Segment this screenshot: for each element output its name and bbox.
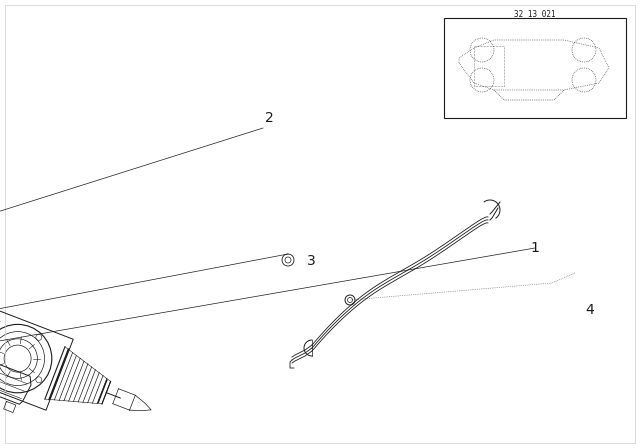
Text: 4: 4 xyxy=(586,303,595,317)
Text: 1: 1 xyxy=(531,241,540,255)
Text: 3: 3 xyxy=(307,254,316,268)
Text: 32 13 021: 32 13 021 xyxy=(514,10,556,19)
Bar xyxy=(444,18,626,118)
Text: 2: 2 xyxy=(265,111,274,125)
